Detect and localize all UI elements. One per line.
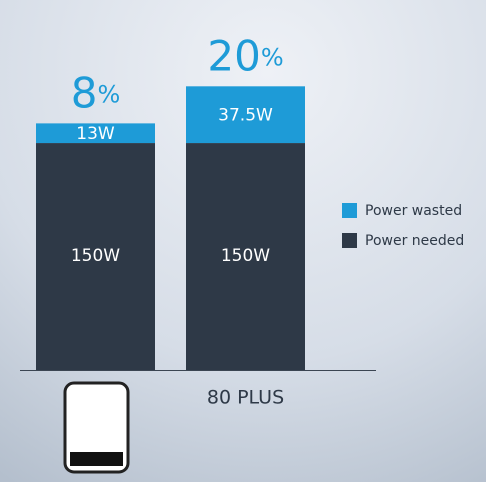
legend-swatch bbox=[342, 233, 357, 248]
bar-segment bbox=[186, 143, 305, 370]
x-tick-label: 80 PLUS bbox=[207, 387, 284, 409]
legend-label: Power needed bbox=[365, 233, 464, 249]
value-label: 150W bbox=[71, 246, 120, 266]
percent-sign: % bbox=[261, 43, 284, 71]
bar-segment bbox=[36, 143, 155, 370]
value-label: 37.5W bbox=[218, 106, 273, 126]
percent-sign: % bbox=[97, 80, 120, 108]
logo-band bbox=[70, 452, 123, 466]
percent-annotation: 20% bbox=[207, 31, 283, 80]
logo bbox=[63, 381, 130, 474]
percent-annotation: 8% bbox=[71, 68, 121, 117]
bar-segment bbox=[36, 123, 155, 144]
value-label: 150W bbox=[221, 246, 270, 266]
bar-segment bbox=[186, 86, 305, 144]
percent-number: 8 bbox=[71, 68, 98, 117]
logo-frame bbox=[63, 381, 130, 474]
percent-number: 20 bbox=[207, 31, 260, 80]
legend-swatch bbox=[342, 203, 357, 218]
value-label: 13W bbox=[76, 124, 115, 144]
legend-label: Power wasted bbox=[365, 203, 462, 219]
